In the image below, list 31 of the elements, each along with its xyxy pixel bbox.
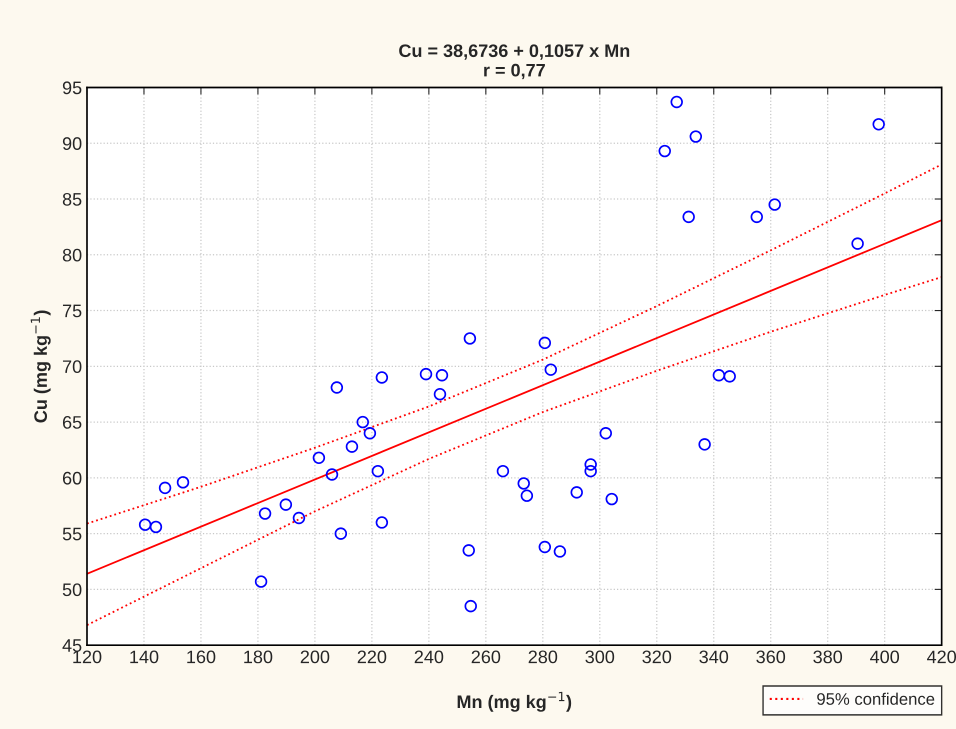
x-tick-label: 120 <box>73 650 102 664</box>
x-axis-title: Mn (mg kg$^{−1}$) <box>458 692 572 712</box>
x-tick-label: 260 <box>472 650 500 664</box>
x-tick-label: 180 <box>244 650 272 664</box>
x-tick-label: 280 <box>528 650 558 664</box>
y-tick-label: 75 <box>62 304 82 318</box>
x-tick-label: 160 <box>187 650 216 664</box>
y-tick-label: 45 <box>62 639 82 652</box>
x-tick-label: 220 <box>358 650 386 664</box>
y-tick-label: 55 <box>62 528 82 540</box>
y-tick-label: 60 <box>62 472 82 485</box>
y-tick-label: 80 <box>62 248 82 262</box>
chart-title: Cu = 38,6736 + 0,1057 x Mn r = 0,77 <box>399 44 630 80</box>
x-tick-label: 240 <box>414 650 444 664</box>
x-tick-label: 140 <box>130 650 158 664</box>
x-tick-label: 400 <box>870 650 900 664</box>
x-tick-label: 300 <box>585 650 614 664</box>
x-tick-label: 380 <box>813 650 842 664</box>
x-tick-label: 340 <box>699 650 728 664</box>
x-tick-label: 320 <box>642 650 672 664</box>
legend-label: 95% confidence <box>817 692 934 705</box>
y-tick-label: 85 <box>62 192 82 206</box>
y-tick-label: 70 <box>62 360 82 374</box>
x-tick-label: 420 <box>927 650 956 664</box>
y-axis-title: Cu (mg kg$^{−1}$) <box>30 310 51 422</box>
y-tick-label: 90 <box>62 137 82 150</box>
x-tick-label: 360 <box>756 650 786 664</box>
x-tick-label: 200 <box>300 650 330 664</box>
y-tick-label: 95 <box>62 81 82 94</box>
y-tick-label: 50 <box>62 583 82 596</box>
y-tick-label: 65 <box>62 416 82 429</box>
